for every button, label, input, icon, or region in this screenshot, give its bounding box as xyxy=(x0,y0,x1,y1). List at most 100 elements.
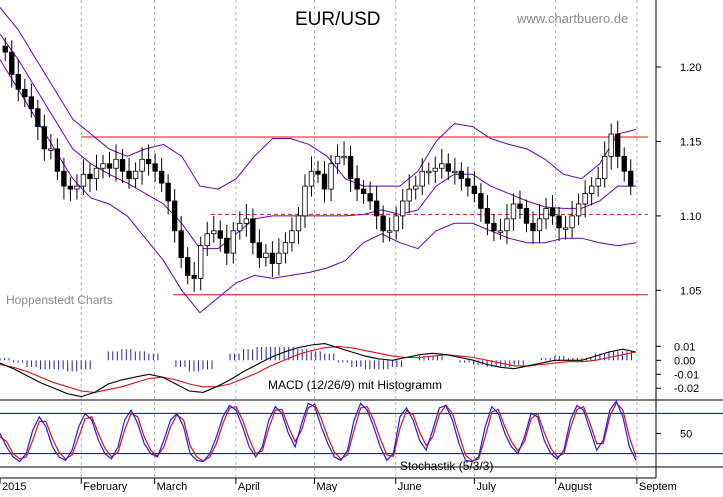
macd-panel: 0.01 0.00 -0.01 -0.02 xyxy=(0,341,699,398)
candle-body xyxy=(171,200,178,232)
candle-body xyxy=(263,252,269,258)
candle-body xyxy=(204,233,210,247)
candle-body xyxy=(413,185,419,190)
candle-body xyxy=(158,170,165,184)
bollinger-middle-band xyxy=(0,33,636,250)
candle-body xyxy=(347,155,354,180)
candle-body xyxy=(523,208,530,224)
candle-body xyxy=(386,230,393,233)
price-y-tick-label: 1.05 xyxy=(680,285,701,297)
price-y-tick-label: 1.10 xyxy=(680,211,701,223)
candle-body xyxy=(536,218,543,232)
candle-body xyxy=(269,252,276,264)
candle-body xyxy=(458,170,465,180)
candle-body xyxy=(360,188,367,194)
candle-body xyxy=(61,170,67,187)
candle-body xyxy=(295,215,302,232)
candle-body xyxy=(341,155,347,159)
candle-body xyxy=(621,155,627,172)
candle-body xyxy=(445,163,451,172)
candle-body xyxy=(191,275,197,279)
candle-body xyxy=(484,208,491,224)
candle-body xyxy=(243,218,250,224)
watermark-label: Hoppenstedt Charts xyxy=(6,293,113,307)
macd-y-tick-label: 0.00 xyxy=(674,355,695,367)
candle-body xyxy=(628,170,634,187)
candle-body xyxy=(217,230,223,239)
month-gridlines xyxy=(80,0,638,478)
panel-frames xyxy=(0,0,723,478)
candle-body xyxy=(615,133,621,157)
candle-body xyxy=(334,155,341,165)
x-tick-label: July xyxy=(476,481,496,492)
candle-body xyxy=(80,173,87,187)
candle-body xyxy=(517,203,523,209)
source-label: www.chartbuero.de xyxy=(516,11,628,26)
candle-body xyxy=(328,163,334,190)
candle-body xyxy=(41,126,48,150)
macd-y-tick-label: -0.01 xyxy=(674,369,699,381)
candle-body xyxy=(373,200,380,217)
candle-body xyxy=(289,230,295,244)
bollinger-upper-band xyxy=(0,7,637,190)
candle-body xyxy=(211,230,217,235)
candle-body xyxy=(393,215,399,232)
candle-body xyxy=(478,193,484,209)
candle-body xyxy=(119,158,126,172)
x-tick-label: April xyxy=(238,481,260,492)
candle-body xyxy=(139,158,145,172)
candle-body xyxy=(588,185,595,194)
candle-body xyxy=(113,158,119,169)
candle-body xyxy=(9,51,15,75)
candle-body xyxy=(471,185,478,194)
candle-body xyxy=(354,178,360,190)
candle-body xyxy=(250,218,256,244)
bollinger-lower-band xyxy=(0,59,637,314)
macd-y-tick-label: -0.02 xyxy=(674,383,699,395)
candle-body xyxy=(530,222,536,232)
stochastic-d-line xyxy=(0,401,637,462)
candle-body xyxy=(2,45,8,53)
price-panel: 1.05 1.10 1.15 1.20 xyxy=(0,7,701,314)
x-tick-label: 2015 xyxy=(2,481,26,492)
candle-body xyxy=(602,155,608,180)
x-tick-label: May xyxy=(317,481,338,492)
candle-body xyxy=(224,237,230,254)
stochastic-title: Stochastik (5/3/3) xyxy=(400,459,493,473)
candle-body xyxy=(608,133,614,157)
x-tick-label: Septem xyxy=(639,481,677,492)
candle-body xyxy=(35,108,41,127)
candle-body xyxy=(549,208,556,217)
candle-body xyxy=(152,163,158,172)
candle-body xyxy=(504,218,510,232)
candle-body xyxy=(48,148,54,151)
candle-body xyxy=(562,227,569,230)
candle-body xyxy=(165,182,171,202)
macd-y-tick-label: 0.01 xyxy=(674,341,695,353)
candle-body xyxy=(426,170,432,174)
candle-body xyxy=(582,193,588,205)
candle-body xyxy=(400,200,406,217)
candle-body xyxy=(87,173,93,180)
candle-body xyxy=(543,208,549,220)
candle-body xyxy=(93,167,100,180)
candle-body xyxy=(230,230,236,254)
candle-body xyxy=(100,163,106,169)
macd-title: MACD (12/26/9) mit Histogramm xyxy=(268,378,442,392)
candle-body xyxy=(22,88,28,98)
candle-body xyxy=(185,257,191,276)
candle-body xyxy=(308,170,315,187)
candle-body xyxy=(282,242,289,254)
candle-body xyxy=(419,170,425,187)
macd-line xyxy=(0,343,637,398)
candle-body xyxy=(595,178,601,187)
chart-title: EUR/USD xyxy=(295,9,381,30)
candle-body xyxy=(315,170,321,175)
candle-body xyxy=(276,252,282,264)
candle-body xyxy=(28,96,34,110)
candle-body xyxy=(491,222,497,232)
x-tick-label: March xyxy=(157,481,188,492)
candle-body xyxy=(126,170,132,180)
candle-body xyxy=(302,185,308,217)
